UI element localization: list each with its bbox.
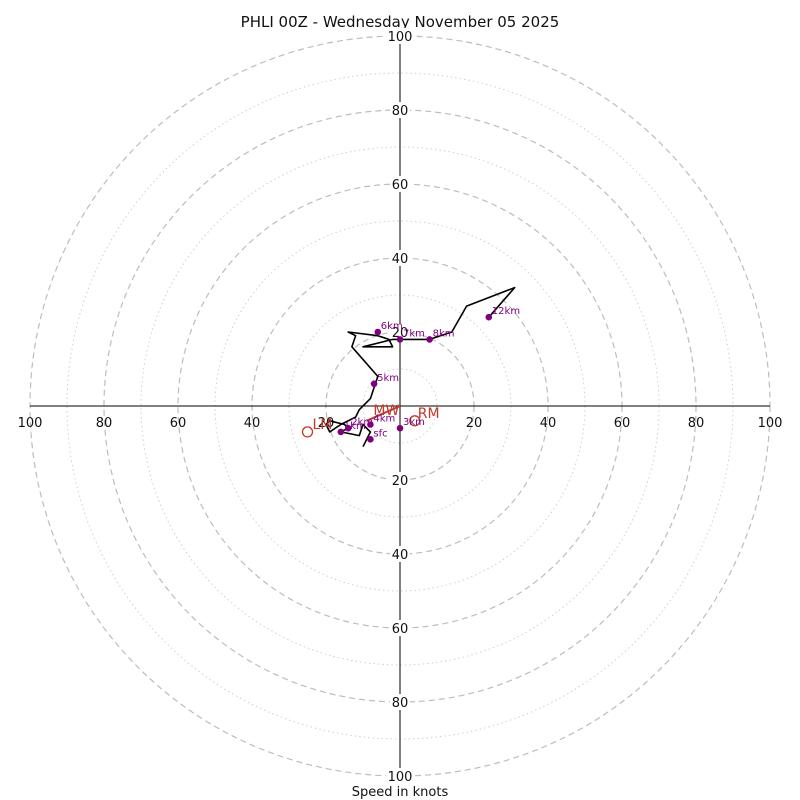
tick-right-0-text: 20 (466, 416, 483, 431)
tick-bottom-4: 100 (386, 768, 414, 785)
rm-marker (409, 415, 421, 427)
tick-left-1: 80 (96, 416, 113, 431)
tick-bottom-3: 80 (390, 694, 410, 711)
x-axis-label: Speed in knots (352, 785, 449, 800)
tick-left-0: 100 (18, 416, 43, 431)
tick-bottom-1-text: 40 (392, 548, 409, 563)
tick-left-0-text: 100 (18, 416, 43, 431)
height-label-4km: 4km (373, 414, 395, 425)
tick-bottom-2-text: 60 (392, 622, 409, 637)
tick-top-3-text: 40 (392, 252, 409, 267)
tick-top-3: 40 (390, 250, 410, 267)
tick-bottom-4-bg (386, 768, 414, 784)
tick-left-3-text: 40 (244, 416, 261, 431)
height-label-12km: 12km (492, 306, 520, 317)
tick-right-4: 100 (758, 416, 783, 431)
tick-bottom-0-bg (390, 472, 410, 488)
height-marker-12km (485, 313, 493, 321)
tick-right-1-text: 40 (540, 416, 557, 431)
tick-top-2-bg (390, 176, 410, 192)
tick-right-2-text: 60 (614, 416, 631, 431)
tick-top-1-text: 80 (392, 104, 409, 119)
lm-marker (301, 426, 314, 438)
tick-right-3-text: 80 (688, 416, 705, 431)
height-marker-4km (367, 421, 374, 428)
tick-right-3: 80 (688, 416, 705, 431)
height-marker-8km (426, 336, 433, 343)
tick-bottom-1-bg (390, 546, 410, 562)
tick-right-1: 40 (540, 416, 557, 431)
height-label-3km: 3km (403, 417, 425, 428)
height-label-5km: 5km (377, 373, 399, 384)
lm-label: LM (313, 417, 333, 433)
tick-bottom-2-bg (390, 620, 410, 636)
tick-top-0-bg (386, 28, 414, 44)
tick-top-1-bg (390, 102, 410, 118)
height-marker-sfc (367, 436, 374, 443)
tick-right-2: 60 (614, 416, 631, 431)
tick-right-0: 20 (466, 416, 483, 431)
tick-bottom-3-bg (390, 694, 410, 710)
tick-top-2-text: 60 (392, 178, 409, 193)
rm-label: RM (418, 406, 440, 422)
tick-left-1-text: 80 (96, 416, 113, 431)
mean-wind-vector (366, 405, 401, 422)
height-label-sfc: sfc (373, 428, 387, 439)
height-label-1km: 1km (344, 421, 366, 432)
height-marker-5km (370, 380, 378, 388)
height-label-7km: 7km (403, 328, 425, 339)
chart-title: PHLI 00Z - Wednesday November 05 2025 (241, 13, 560, 31)
tick-top-4-bg (390, 324, 410, 340)
tick-top-3-bg (390, 250, 410, 266)
tick-bottom-0: 20 (390, 472, 410, 489)
tick-right-4-text: 100 (758, 416, 783, 431)
tick-top-0: 100 (386, 28, 414, 45)
height-marker-6km (374, 328, 382, 336)
tick-bottom-0-text: 20 (392, 474, 409, 489)
tick-left-2: 60 (170, 416, 187, 431)
height-label-8km: 8km (433, 328, 455, 339)
tick-top-0-text: 100 (388, 30, 413, 45)
tick-top-2: 60 (390, 176, 410, 193)
height-marker-2km (344, 424, 352, 432)
storm-motion: RM LM MW (301, 403, 440, 438)
height-marker-3km (396, 424, 404, 432)
tick-top-1: 80 (390, 102, 410, 119)
tick-bottom-2: 60 (390, 620, 410, 637)
tick-bottom-4-text: 100 (388, 770, 413, 785)
tick-bottom-1: 40 (390, 546, 410, 563)
mw-label: MW (373, 403, 399, 419)
tick-bottom-3-text: 80 (392, 696, 409, 711)
tick-top-4-text: 20 (392, 326, 409, 341)
tick-top-4: 20 (390, 324, 410, 341)
tick-left-3: 40 (244, 416, 261, 431)
height-label-2km: 2km (351, 417, 373, 428)
height-marker-7km (396, 336, 404, 343)
height-marker-1km (337, 428, 345, 436)
height-label-6km: 6km (381, 321, 403, 332)
tick-left-2-text: 60 (170, 416, 187, 431)
